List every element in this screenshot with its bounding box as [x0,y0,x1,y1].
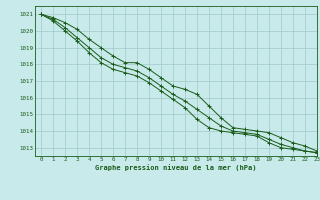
X-axis label: Graphe pression niveau de la mer (hPa): Graphe pression niveau de la mer (hPa) [95,164,257,171]
